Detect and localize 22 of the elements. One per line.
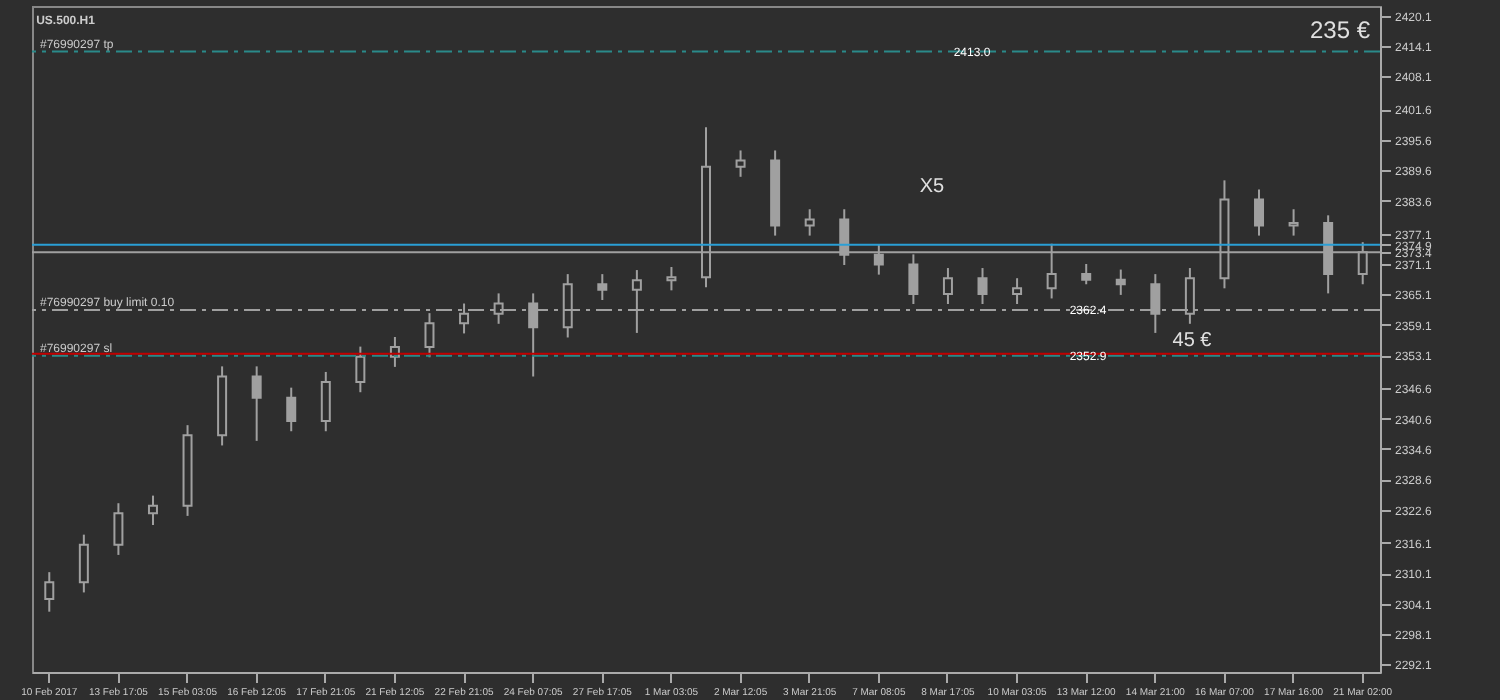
candlestick [735,149,746,178]
annotation: 45 € [1172,330,1213,352]
candlestick [78,533,89,594]
candlestick [1254,188,1265,237]
candlestick [1012,277,1023,306]
annotation: 235 € [1309,16,1371,44]
candlestick [355,345,366,394]
candlestick [286,386,297,433]
candlestick [666,266,677,292]
candlestick [977,267,988,306]
candlestick [804,208,815,237]
candlestick [320,370,331,433]
annotation: X5 [919,176,946,198]
candlestick [1081,262,1092,286]
candlestick [942,267,953,306]
candlestick [147,494,158,527]
candlestick [1288,208,1299,237]
candlestick [44,571,55,613]
candlestick [251,365,262,442]
candlestick [113,502,124,556]
candlestick [597,273,608,301]
candlestick [1115,268,1126,296]
